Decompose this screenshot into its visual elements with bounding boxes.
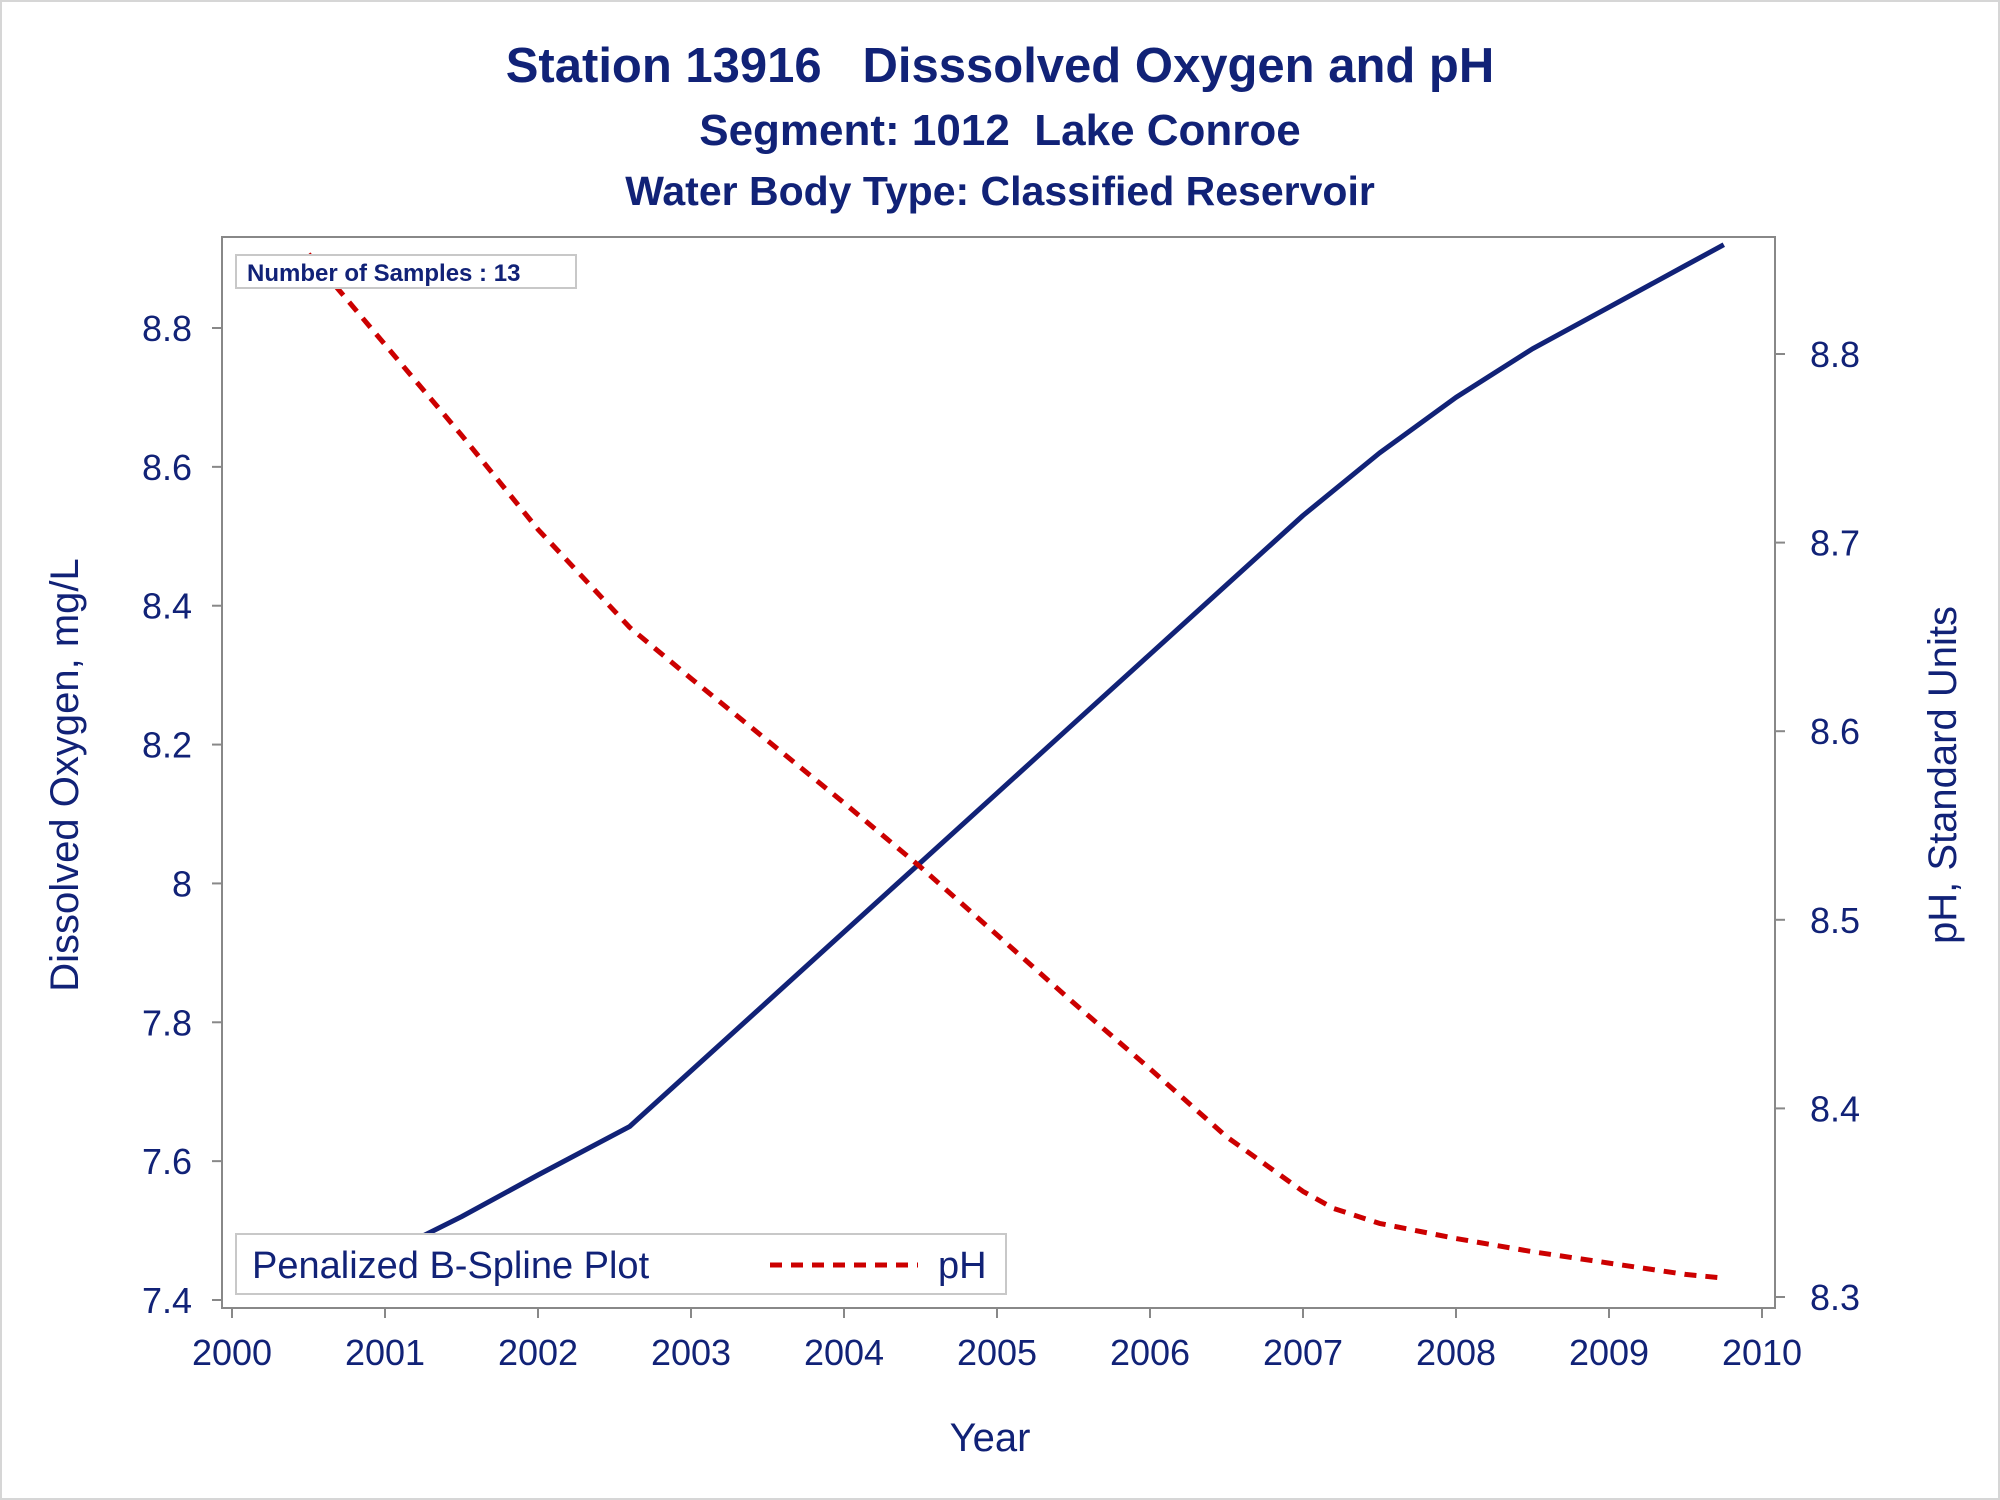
x-axis-label: Year — [950, 1416, 1031, 1460]
x-tick-label: 2001 — [345, 1332, 425, 1373]
y2-tick-label: 8.8 — [1810, 334, 1860, 375]
x-tick-label: 2003 — [651, 1332, 731, 1373]
x-tick-label: 2004 — [804, 1332, 884, 1373]
x-tick-label: 2006 — [1110, 1332, 1190, 1373]
ph-line — [306, 252, 1725, 1281]
x-tick-label: 2005 — [957, 1332, 1037, 1373]
y-tick-label: 8.2 — [142, 725, 192, 766]
legend-label-ph: pH — [938, 1245, 987, 1287]
y2-axis-label: pH, Standard Units — [1921, 606, 1965, 944]
x-tick-label: 2008 — [1416, 1332, 1496, 1373]
legend-title: Penalized B-Spline Plot — [252, 1245, 650, 1287]
inset-box: Number of Samples : 13 — [235, 254, 577, 289]
legend: Penalized B-Spline Plot pH — [235, 1233, 1007, 1295]
chart-title: Station 13916 Disssolved Oxygen and pH — [505, 39, 1495, 93]
y2-tick-label: 8.4 — [1810, 1088, 1860, 1129]
y2-tick-label: 8.3 — [1810, 1277, 1860, 1318]
y-axis-label: Dissolved Oxygen, mg/L — [43, 558, 87, 992]
series-layer — [306, 242, 1725, 1289]
y2-tick-label: 8.6 — [1810, 711, 1860, 752]
axes-layer: 2000 2001 2002 2003 2004 2005 2006 2007 2008 2009… — [142, 236, 1860, 1373]
y-tick-label: 7.6 — [142, 1141, 192, 1182]
y-tick-label: 7.4 — [142, 1280, 192, 1321]
dissolved-oxygen-line — [307, 242, 1725, 1289]
sample-count-label: Number of Samples : 13 — [247, 260, 520, 287]
x-tick-label: 2009 — [1569, 1332, 1649, 1373]
y-tick-label: 8 — [172, 863, 192, 904]
y-tick-label: 8.4 — [142, 586, 192, 627]
plot-area-border — [221, 236, 1776, 1309]
y-tick-label: 7.8 — [142, 1002, 192, 1043]
chart-subtitle-segment: Segment: 1012 Lake Conroe — [699, 106, 1301, 155]
y2-tick-label: 8.7 — [1810, 523, 1860, 564]
x-tick-label: 2000 — [192, 1332, 272, 1373]
y-tick-label: 8.6 — [142, 447, 192, 488]
y-tick-label: 8.8 — [142, 308, 192, 349]
inset-box-border — [235, 254, 577, 289]
chart-subtitle-water-body: Water Body Type: Classified Reservoir — [625, 168, 1375, 214]
x-tick-label: 2010 — [1722, 1332, 1802, 1373]
x-tick-label: 2007 — [1263, 1332, 1343, 1373]
y2-tick-label: 8.5 — [1810, 900, 1860, 941]
x-tick-label: 2002 — [498, 1332, 578, 1373]
